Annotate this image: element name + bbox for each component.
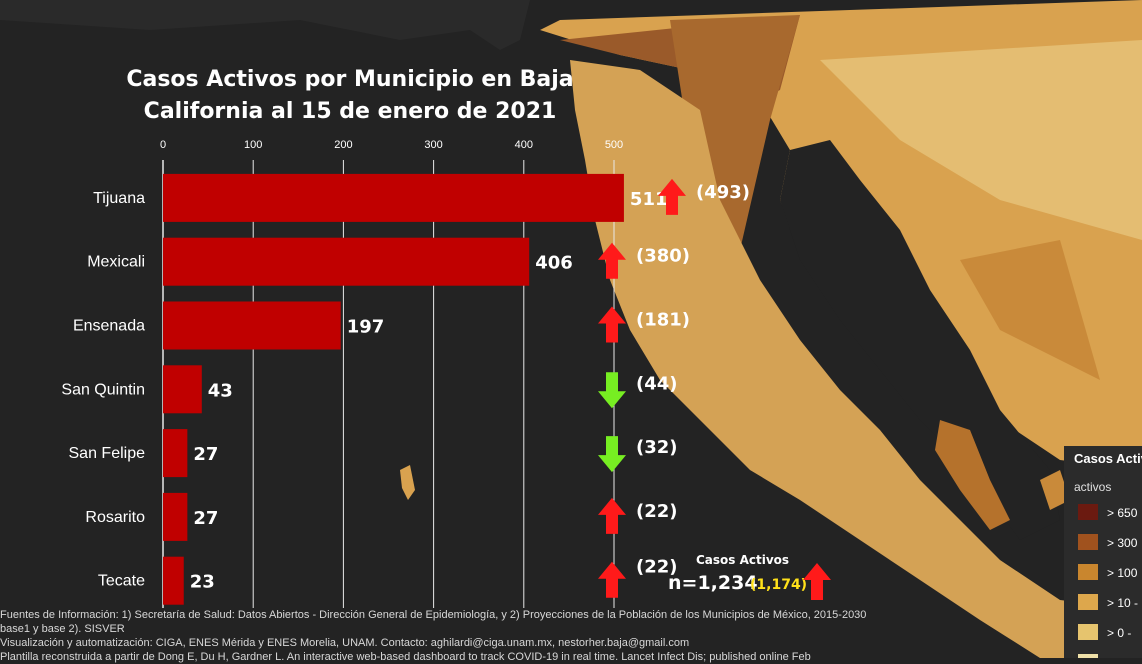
trend-up-icon	[598, 242, 626, 279]
legend-subtitle: activos	[1074, 480, 1111, 494]
bar	[163, 365, 202, 414]
plot-area: 0 100 200 300 400 500 Tijuana 511 (493) Mexicali 4…	[61, 139, 750, 608]
footer-sources-cont: base1 y base 2). SISVER	[0, 623, 125, 635]
legend-title: Casos Activ	[1074, 451, 1142, 466]
value-label: 27	[193, 508, 218, 529]
chart-title-line-2: California al 15 de enero de 2021	[144, 99, 557, 124]
value-label: 511	[630, 189, 668, 210]
previous-value-label: (181)	[636, 310, 690, 331]
trend-up-icon	[598, 561, 626, 598]
legend-label: > 0 -	[1107, 626, 1131, 640]
category-label: Tecate	[98, 573, 145, 590]
bar	[163, 173, 624, 222]
x-tick-label: 200	[334, 139, 352, 151]
total-panel: Casos Activos n=1,234 (1,174)	[668, 553, 831, 600]
value-label: 197	[347, 317, 385, 338]
previous-value-label: (22)	[636, 501, 678, 522]
legend-label: > 300	[1107, 536, 1138, 550]
category-label: San Felipe	[69, 445, 146, 462]
previous-value-label: (493)	[696, 182, 750, 203]
x-tick-label: 500	[605, 139, 623, 151]
bar	[163, 237, 530, 286]
x-tick-label: 300	[424, 139, 442, 151]
total-previous: (1,174)	[750, 577, 807, 593]
trend-up-icon	[598, 497, 626, 534]
legend-swatch	[1078, 534, 1098, 550]
total-label: Casos Activos	[696, 553, 789, 567]
legend-panel: Casos Activ activos > 650 > 300 > 100 > 10 …	[1064, 446, 1142, 658]
total-trend-up-icon	[803, 563, 831, 600]
legend-swatch	[1078, 624, 1098, 640]
bar	[163, 301, 341, 350]
legend-items: > 650 > 300 > 100 > 10 - > 0 - 0	[1078, 504, 1138, 658]
bar	[163, 492, 188, 541]
legend-swatch	[1078, 594, 1098, 610]
legend-swatch	[1078, 654, 1098, 658]
total-value: n=1,234	[668, 572, 758, 594]
trend-up-icon	[598, 306, 626, 343]
x-tick-label: 100	[244, 139, 262, 151]
trend-down-icon	[598, 436, 626, 473]
bar	[163, 556, 184, 605]
legend-label: 0	[1107, 656, 1114, 658]
category-label: Tijuana	[93, 190, 145, 207]
footer: Fuentes de Información: 1) Secretaría de…	[0, 608, 1142, 664]
previous-value-label: (44)	[636, 373, 678, 394]
legend-label: > 100	[1107, 566, 1138, 580]
value-label: 406	[535, 253, 573, 274]
trend-up-icon	[658, 178, 686, 215]
value-label: 23	[190, 572, 215, 593]
category-label: Rosarito	[85, 509, 145, 526]
trend-down-icon	[598, 372, 626, 409]
x-tick-label: 0	[160, 139, 166, 151]
category-label: San Quintin	[61, 381, 145, 398]
bar	[163, 429, 188, 478]
x-tick-label: 400	[515, 139, 533, 151]
legend-swatch	[1078, 564, 1098, 580]
previous-value-label: (32)	[636, 437, 678, 458]
footer-template-note: Plantilla reconstruida a partir de Dong …	[0, 651, 811, 663]
legend-swatch	[1078, 504, 1098, 520]
previous-value-label: (22)	[636, 557, 678, 578]
legend-label: > 10 -	[1107, 596, 1138, 610]
category-label: Ensenada	[73, 318, 145, 335]
legend-label: > 650	[1107, 506, 1138, 520]
category-label: Mexicali	[87, 254, 145, 271]
footer-credits: Visualización y automatización: CIGA, EN…	[0, 637, 690, 649]
chart-title-line-1: Casos Activos por Municipio en Baja	[126, 67, 573, 92]
previous-value-label: (380)	[636, 246, 690, 267]
footer-sources: Fuentes de Información: 1) Secretaría de…	[0, 609, 867, 621]
value-label: 27	[193, 444, 218, 465]
value-label: 43	[208, 380, 233, 401]
